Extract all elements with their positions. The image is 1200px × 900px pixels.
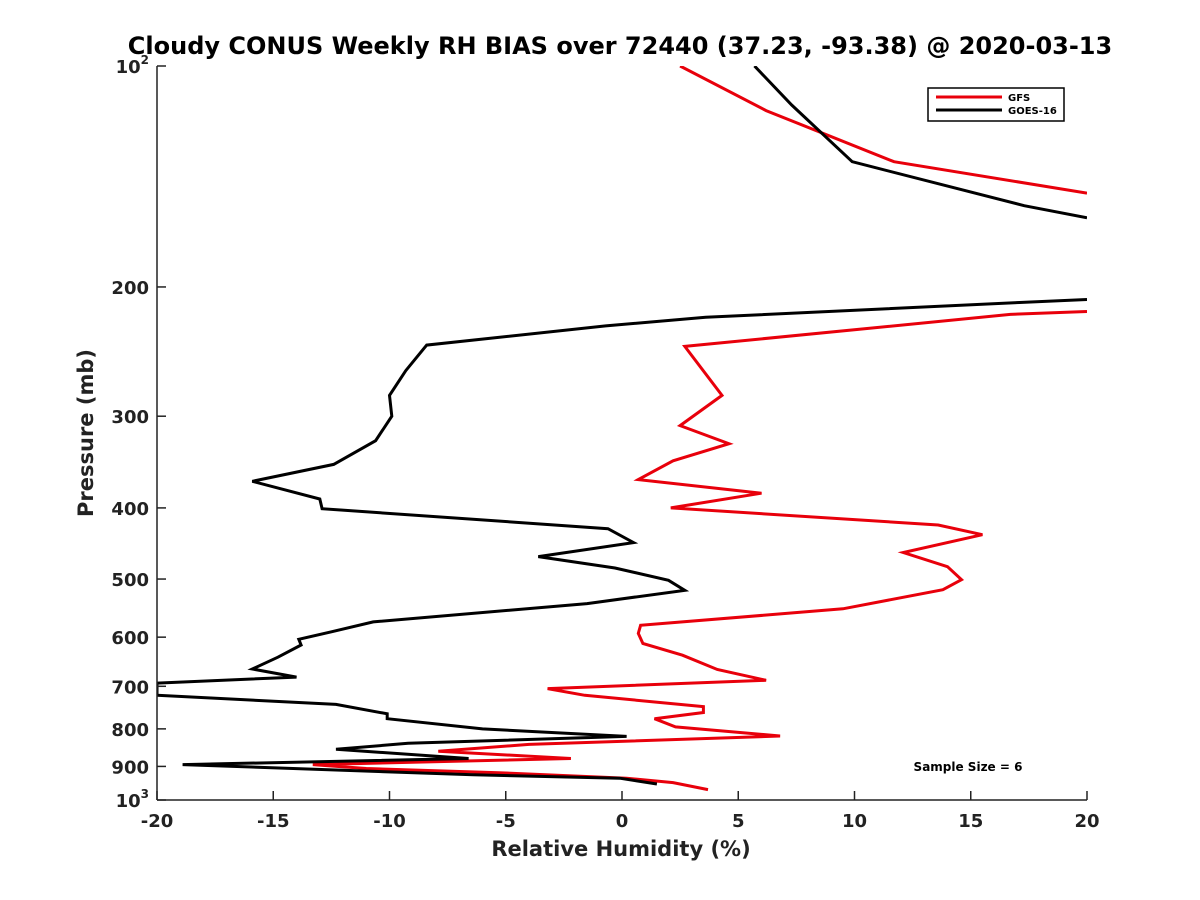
x-tick-label: 15 [958, 811, 983, 832]
y-tick-label: 900 [111, 757, 149, 778]
series-line-gfs-segment-1 [312, 310, 1087, 792]
x-tick-label: 0 [616, 811, 629, 832]
y-tick-label: 500 [111, 570, 149, 591]
x-tick-label: 5 [732, 811, 745, 832]
y-tick-label: 103 [116, 787, 149, 812]
y-tick-exponent: 2 [141, 53, 149, 67]
sample-size-annotation: Sample Size = 6 [914, 760, 1023, 774]
y-tick-base: 10 [116, 57, 141, 78]
y-tick-label: 600 [111, 628, 149, 649]
x-tick-label: -20 [141, 811, 174, 832]
chart-title: Cloudy CONUS Weekly RH BIAS over 72440 (… [128, 32, 1112, 60]
legend-box [927, 87, 1065, 122]
x-tick-label: -15 [257, 811, 290, 832]
legend-label-goes16: GOES-16 [1008, 106, 1057, 117]
y-axis-label: Pressure (mb) [74, 349, 98, 517]
series-line-goes16-segment-0 [753, 66, 1087, 220]
y-tick-label: 700 [111, 677, 149, 698]
series-line-gfs-segment-0 [679, 66, 1087, 195]
x-tick-label: 10 [842, 811, 867, 832]
plot-area: -20 -15 -10 -5 0 5 10 15 20 10220030040050060070… [111, 53, 1099, 832]
legend-label-gfs: GFS [1008, 93, 1030, 104]
x-tick-label: -10 [373, 811, 406, 832]
x-axis-label: Relative Humidity (%) [491, 837, 750, 861]
y-tick-exponent: 3 [141, 787, 149, 801]
legend: GFS GOES-16 [927, 87, 1065, 122]
y-tick-label: 300 [111, 407, 149, 428]
y-tick-label: 400 [111, 499, 149, 520]
y-tick-label: 800 [111, 720, 149, 741]
series-line-goes16-segment-1 [157, 298, 1087, 786]
x-ticks: -20 -15 -10 -5 0 5 10 15 20 [141, 791, 1100, 832]
y-tick-label: 200 [111, 278, 149, 299]
y-tick-label: 102 [116, 53, 149, 78]
y-tick-base: 10 [116, 791, 141, 812]
x-tick-label: -5 [496, 811, 516, 832]
x-tick-label: 20 [1074, 811, 1099, 832]
series-layer [157, 66, 1087, 792]
